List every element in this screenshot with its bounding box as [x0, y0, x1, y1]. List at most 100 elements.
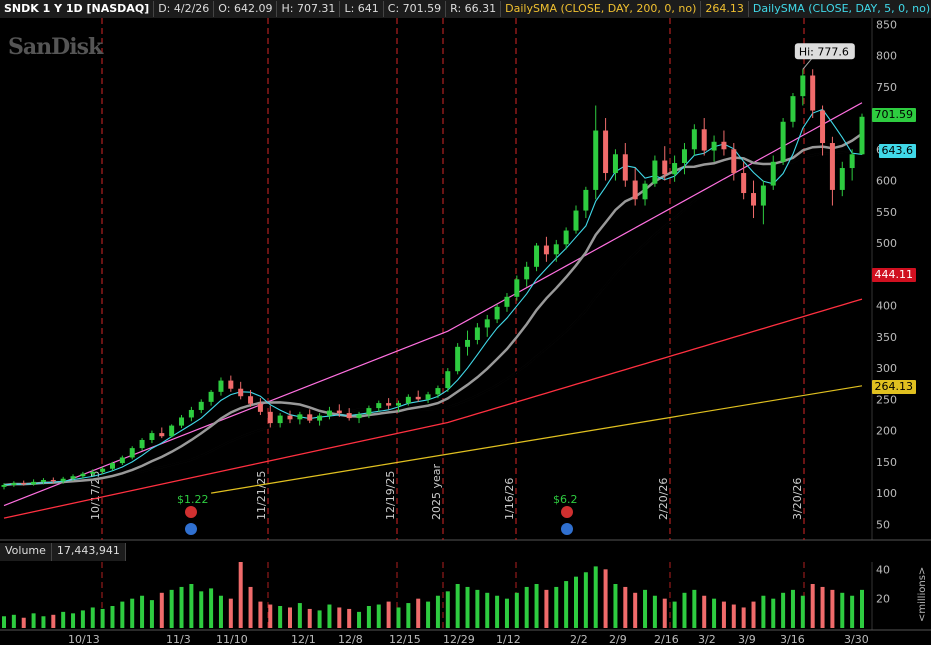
- candle-body: [11, 483, 16, 485]
- candle-body: [731, 149, 736, 173]
- high-readout: H: 707.31: [277, 1, 340, 17]
- symbol-label[interactable]: SNDK 1 Y 1D [NASDAQ]: [0, 1, 154, 17]
- candle-body: [850, 154, 855, 168]
- volume-bar: [41, 616, 45, 628]
- volume-bar: [554, 587, 558, 628]
- volume-bar: [682, 593, 686, 628]
- x-tick-label: 12/15: [389, 633, 421, 645]
- volume-bar: [278, 606, 282, 628]
- candle-body: [751, 193, 756, 206]
- volume-bar: [732, 605, 736, 628]
- volume-bar: [51, 615, 55, 628]
- volume-bar: [623, 587, 627, 628]
- candle-body: [199, 402, 204, 410]
- dividend-icon: [185, 506, 197, 518]
- x-tick-label: 2/16: [654, 633, 679, 645]
- candle-body: [790, 96, 795, 122]
- volume-bar: [140, 596, 144, 628]
- candle-body: [682, 149, 687, 163]
- candle-body: [860, 117, 865, 155]
- volume-bar: [663, 599, 667, 628]
- volume-bar: [229, 599, 233, 628]
- candle-body: [712, 142, 717, 151]
- candle-body: [179, 417, 184, 425]
- candle-body: [741, 173, 746, 193]
- candle: [455, 343, 460, 374]
- candle-body: [218, 381, 223, 392]
- candle-body: [613, 154, 618, 173]
- candle-body: [623, 154, 628, 180]
- candle-body: [652, 161, 657, 184]
- candle-body: [130, 448, 135, 457]
- volume-bar: [456, 584, 460, 628]
- open-readout: O: 642.09: [214, 1, 277, 17]
- earnings-icon: [561, 523, 573, 535]
- volume-bar: [32, 613, 36, 628]
- volume-bar: [22, 618, 26, 628]
- volume-bar: [268, 605, 272, 628]
- volume-bar: [791, 590, 795, 628]
- candle-body: [278, 416, 283, 424]
- volume-bar: [396, 607, 400, 628]
- candle-body: [435, 388, 440, 394]
- chart-header: SNDK 1 Y 1D [NASDAQ] D: 4/2/26 O: 642.09…: [0, 0, 931, 18]
- volume-value: 17,443,941: [52, 543, 126, 561]
- volume-bar: [821, 587, 825, 628]
- sma200-study-label[interactable]: DailySMA (CLOSE, DAY, 200, 0, no): [501, 1, 701, 17]
- volume-tick-label: 20: [876, 593, 890, 606]
- candle-body: [110, 463, 115, 469]
- candle-body: [228, 381, 233, 389]
- candle-body: [357, 414, 362, 418]
- x-tick-label: 2/9: [609, 633, 627, 645]
- volume-bar: [209, 588, 213, 628]
- sma5-study-label[interactable]: DailySMA (CLOSE, DAY, 5, 0, no): [749, 1, 931, 17]
- candle: [130, 446, 135, 459]
- volume-label[interactable]: Volume: [0, 543, 52, 561]
- candle-body: [80, 474, 85, 477]
- candle-body: [347, 413, 352, 418]
- candle-body: [534, 246, 539, 267]
- sma5-price-box: 643.6: [879, 144, 917, 158]
- candle-body: [603, 131, 608, 174]
- volume-bar: [584, 572, 588, 628]
- candle-body: [633, 181, 638, 200]
- candle-body: [554, 244, 559, 254]
- event-line-label: 11/21/25: [255, 471, 268, 520]
- event-line-label: 2025 year: [430, 463, 443, 520]
- candle-body: [238, 389, 243, 397]
- volume-bar: [495, 596, 499, 628]
- volume-bar: [850, 596, 854, 628]
- event-line-label: 1/16/26: [503, 478, 516, 520]
- y-tick-label: 300: [876, 362, 897, 375]
- candle: [860, 114, 865, 155]
- candle-body: [159, 433, 164, 436]
- volume-bar: [130, 599, 134, 628]
- volume-bar: [327, 605, 331, 628]
- volume-bar: [633, 593, 637, 628]
- candle-body: [140, 440, 145, 448]
- candle-body: [149, 433, 154, 440]
- y-tick-label: 150: [876, 456, 897, 469]
- volume-bar: [298, 603, 302, 628]
- volume-bar: [239, 562, 243, 628]
- x-tick-label: 11/10: [216, 633, 248, 645]
- candle-body: [71, 476, 76, 479]
- x-tick-label: 12/1: [291, 633, 316, 645]
- candle-body: [189, 410, 194, 418]
- volume-bar: [811, 584, 815, 628]
- y-tick-label: 500: [876, 237, 897, 250]
- volume-bar: [367, 606, 371, 628]
- candle-body: [258, 404, 263, 412]
- candle-body: [376, 403, 381, 408]
- x-tick-label: 3/16: [780, 633, 805, 645]
- y-tick-label: 100: [876, 487, 897, 500]
- y-tick-label: 350: [876, 331, 897, 344]
- volume-unit-label: <millions>: [917, 567, 928, 622]
- y-tick-label: 850: [876, 18, 897, 31]
- volume-bar: [544, 590, 548, 628]
- dividend-label: $1.22: [177, 493, 209, 506]
- candle-body: [366, 408, 371, 414]
- candle-body: [426, 394, 431, 399]
- volume-bar: [653, 596, 657, 628]
